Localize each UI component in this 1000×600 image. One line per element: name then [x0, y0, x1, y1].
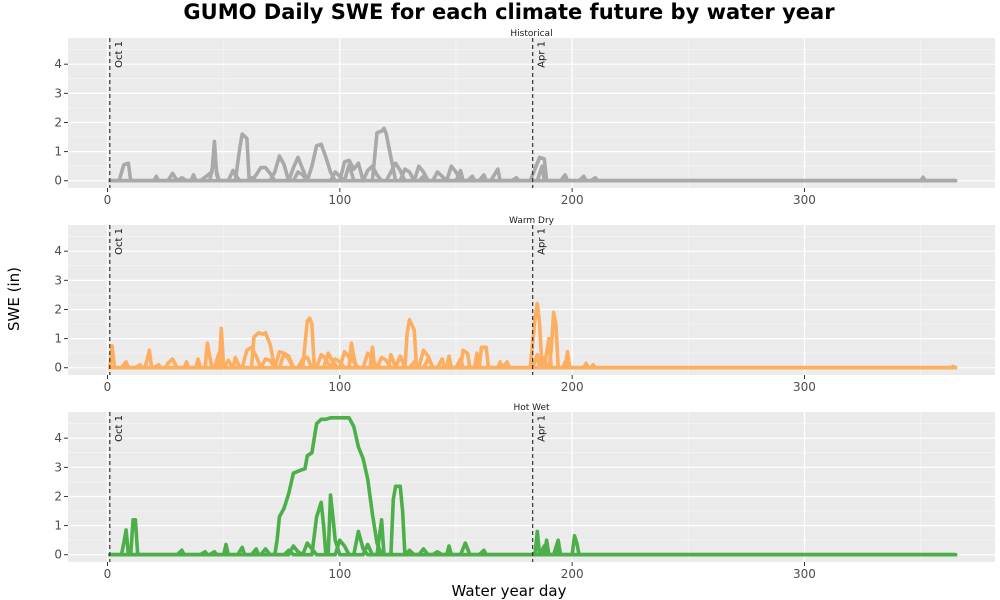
x-tick-label: 200	[561, 567, 584, 581]
y-tick-label: 0	[54, 548, 62, 562]
y-tick-label: 1	[54, 332, 62, 346]
reference-label-oct-1: Oct 1	[114, 228, 125, 255]
x-tick-label: 0	[104, 193, 112, 207]
reference-label-oct-1: Oct 1	[114, 41, 125, 68]
panel-background	[68, 38, 995, 188]
x-tick-label: 0	[104, 380, 112, 394]
chart-title: GUMO Daily SWE for each climate future b…	[183, 0, 835, 24]
x-tick-label: 100	[328, 567, 351, 581]
x-tick-label: 300	[793, 193, 816, 207]
x-tick-label: 100	[328, 380, 351, 394]
facet-label-historical: Historical	[510, 29, 552, 39]
series-line-hot-wet-3	[108, 538, 958, 557]
y-tick-label: 2	[54, 489, 62, 503]
y-axis-label: SWE (in)	[5, 267, 23, 331]
y-tick-label: 2	[54, 115, 62, 129]
x-tick-label: 300	[793, 567, 816, 581]
facet-label-hot-wet: Hot Wet	[513, 403, 550, 413]
x-tick-label: 200	[561, 193, 584, 207]
x-tick-label: 300	[793, 380, 816, 394]
facet-label-warm-dry: Warm Dry	[509, 216, 555, 226]
x-tick-label: 200	[561, 380, 584, 394]
panel-warm-dry: Oct 1 Apr 1 Warm Dry 0 1 2 3 4 0 100 200 300	[54, 216, 995, 394]
reference-label-apr-1: Apr 1	[537, 415, 548, 442]
y-tick-label: 3	[54, 460, 62, 474]
y-tick-label: 0	[54, 174, 62, 188]
y-tick-label: 2	[54, 302, 62, 316]
y-tick-label: 3	[54, 273, 62, 287]
y-tick-label: 1	[54, 519, 62, 533]
x-axis-label: Water year day	[452, 582, 567, 600]
y-tick-label: 1	[54, 145, 62, 159]
panel-hot-wet: Oct 1 Apr 1 Hot Wet 0 1 2 3 4 0 100 200 300	[54, 403, 995, 581]
y-tick-label: 3	[54, 86, 62, 100]
series-line-warm-dry-3	[108, 355, 958, 370]
reference-label-apr-1: Apr 1	[537, 228, 548, 255]
y-tick-label: 4	[54, 57, 62, 71]
y-tick-label: 4	[54, 244, 62, 258]
series-line-historical-3	[108, 155, 958, 183]
series-line-hot-wet-2	[108, 493, 958, 557]
x-tick-label: 0	[104, 567, 112, 581]
reference-label-oct-1: Oct 1	[114, 415, 125, 442]
y-tick-label: 0	[54, 361, 62, 375]
y-tick-label: 4	[54, 431, 62, 445]
panel-background	[68, 412, 995, 562]
panel-historical: Oct 1 Apr 1 Historical 0 1 2 3 4 0 100 200 300	[54, 29, 995, 207]
x-tick-label: 100	[328, 193, 351, 207]
reference-label-apr-1: Apr 1	[537, 41, 548, 68]
series-line-hot-wet-1	[108, 416, 958, 557]
